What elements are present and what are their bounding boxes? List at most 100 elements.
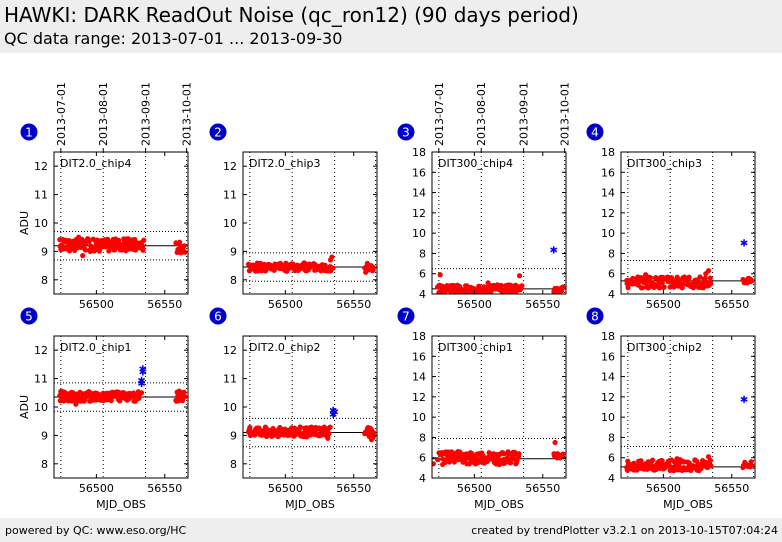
y-tick-label: 10 <box>412 227 426 240</box>
y-tick-label: 9 <box>230 429 237 442</box>
x-tick-label: 56500 <box>268 298 303 311</box>
data-point <box>435 457 441 463</box>
data-point <box>133 247 139 253</box>
x-axis-label: MJD_OBS <box>663 498 713 511</box>
data-point <box>181 243 187 249</box>
y-tick-label: 12 <box>223 344 237 357</box>
data-point <box>639 285 645 291</box>
y-tick-label: 6 <box>608 452 615 465</box>
x-tick-label: 56550 <box>714 298 749 311</box>
y-tick-label: 16 <box>412 350 426 363</box>
outlier-point: ✱ <box>740 238 748 249</box>
x-axis-label: MJD_OBS <box>474 498 524 511</box>
data-point <box>297 424 303 430</box>
data-point <box>661 284 667 290</box>
outlier-point: ✱ <box>137 376 145 387</box>
data-point <box>686 274 692 280</box>
y-tick-label: 11 <box>223 373 237 386</box>
header-bar: HAWKI: DARK ReadOut Noise (qc_ron12) (90… <box>0 0 782 53</box>
date-tick-label: 2013-08-01 <box>97 82 110 146</box>
y-tick-label: 18 <box>412 330 426 343</box>
panel-label: DIT2.0_chip3 <box>249 157 320 170</box>
footer-powered-by: powered by QC: www.eso.org/HC <box>5 524 187 537</box>
x-tick-label: 56550 <box>336 482 371 495</box>
data-point <box>327 424 333 430</box>
data-point <box>86 238 92 245</box>
y-tick-label: 11 <box>34 373 48 386</box>
data-point <box>325 435 331 441</box>
y-tick-label: 8 <box>41 458 48 471</box>
plot-area <box>54 152 188 294</box>
panel-number-badge <box>586 123 604 141</box>
x-tick-label: 56500 <box>457 482 492 495</box>
data-point <box>140 247 146 253</box>
x-tick-label: 56500 <box>646 298 681 311</box>
data-point <box>91 248 98 254</box>
x-tick-label: 56550 <box>714 482 749 495</box>
data-point <box>330 265 336 271</box>
panel-number-text: 5 <box>25 310 33 324</box>
y-tick-label: 4 <box>419 472 426 485</box>
date-tick-label: 2013-09-01 <box>140 82 153 146</box>
x-axis-label: MJD_OBS <box>96 498 146 511</box>
panel-label: DIT2.0_chip1 <box>60 341 131 354</box>
data-point <box>66 238 72 244</box>
data-point <box>117 398 123 404</box>
data-point <box>182 249 188 255</box>
data-point <box>560 451 566 457</box>
data-point <box>72 247 78 253</box>
data-point <box>181 389 187 395</box>
x-tick-label: 56550 <box>525 482 560 495</box>
data-point <box>647 275 654 281</box>
y-tick-label: 10 <box>34 401 48 414</box>
data-point <box>498 282 504 289</box>
panel-label: DIT2.0_chip4 <box>60 157 131 170</box>
plot-frame <box>620 335 756 479</box>
y-tick-label: 11 <box>34 189 48 202</box>
data-point <box>560 284 566 290</box>
data-point <box>749 278 755 284</box>
data-point <box>132 236 138 243</box>
data-point <box>708 280 714 287</box>
data-point <box>638 458 644 464</box>
x-tick-label: 56500 <box>646 482 681 495</box>
data-point <box>516 273 523 279</box>
outlier-point: ✱ <box>329 406 337 417</box>
y-tick-label: 14 <box>412 371 426 384</box>
y-tick-label: 8 <box>419 247 426 260</box>
panel-label: DIT300_chip1 <box>438 341 513 354</box>
data-point <box>451 459 457 465</box>
panel-label: DIT2.0_chip2 <box>249 341 320 354</box>
data-point <box>703 271 709 277</box>
panel-number-text: 6 <box>214 310 222 324</box>
y-tick-label: 4 <box>608 472 615 485</box>
plot-area <box>54 336 188 478</box>
data-point <box>702 275 708 281</box>
data-point <box>650 457 656 463</box>
data-point <box>705 454 712 460</box>
data-point <box>432 461 436 467</box>
outlier-point: ✱ <box>137 379 145 390</box>
footer-created-by: created by trendPlotter v3.2.1 on 2013-1… <box>471 524 778 537</box>
y-tick-label: 18 <box>412 146 426 159</box>
data-point <box>437 272 443 278</box>
y-tick-label: 11 <box>223 189 237 202</box>
data-point <box>326 431 332 437</box>
data-point <box>519 283 525 289</box>
plot-frame <box>431 151 567 295</box>
y-tick-label: 10 <box>601 227 615 240</box>
y-tick-label: 12 <box>34 160 48 173</box>
data-point <box>138 390 145 396</box>
data-point <box>516 451 522 457</box>
y-tick-label: 8 <box>608 247 615 260</box>
y-tick-label: 6 <box>419 452 426 465</box>
data-point <box>327 257 334 263</box>
y-axis-label: ADU <box>18 395 31 419</box>
panel-number-badge <box>20 307 38 325</box>
y-tick-label: 14 <box>412 187 426 200</box>
y-tick-label: 14 <box>601 187 615 200</box>
data-point <box>114 238 120 245</box>
y-tick-label: 10 <box>601 411 615 424</box>
data-point <box>749 463 755 469</box>
